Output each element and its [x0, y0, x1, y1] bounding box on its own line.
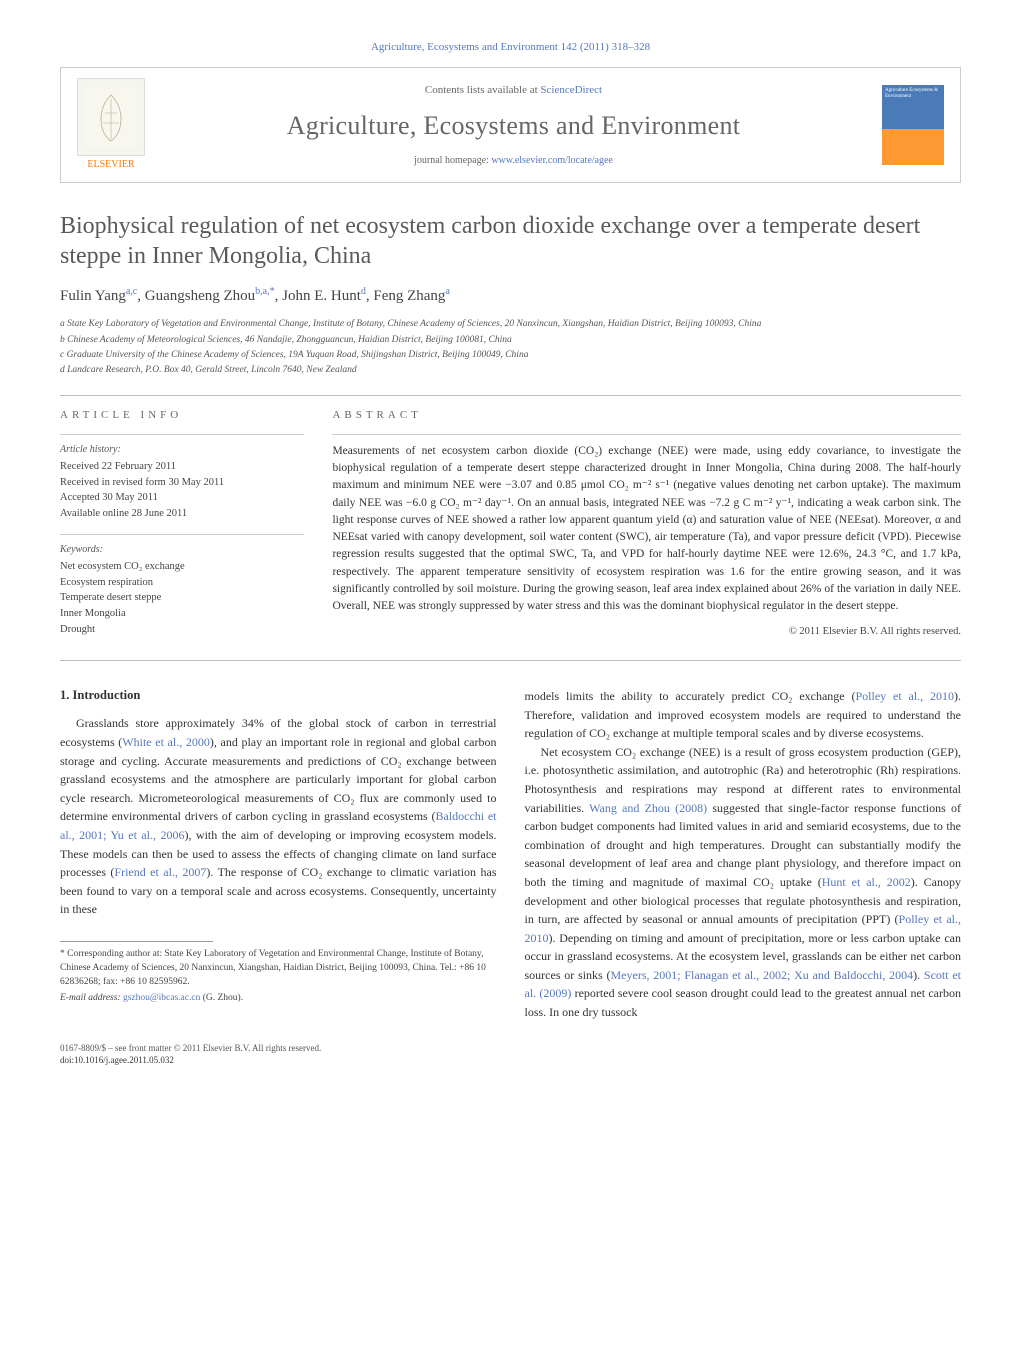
homepage-prefix: journal homepage: [414, 155, 491, 166]
journal-reference: Agriculture, Ecosystems and Environment … [60, 40, 961, 55]
divider-rule [60, 395, 961, 396]
masthead-center: Contents lists available at ScienceDirec… [145, 83, 882, 169]
keywords-label: Keywords: [60, 543, 304, 557]
masthead-box: ELSEVIER Contents lists available at Sci… [60, 67, 961, 183]
homepage-line: journal homepage: www.elsevier.com/locat… [157, 154, 870, 168]
history-label: Article history: [60, 443, 304, 457]
body-columns: 1. Introduction Grasslands store approxi… [60, 687, 961, 1022]
info-abstract-row: ARTICLE INFO Article history: Received 2… [60, 408, 961, 640]
abstract-text: Measurements of net ecosystem carbon dio… [332, 443, 961, 616]
keywords-list: Net ecosystem CO₂ exchangeEcosystem resp… [60, 559, 304, 638]
email-footnote: E-mail address: gszhou@ibcas.ac.cn (G. Z… [60, 992, 497, 1006]
affiliation-line: c Graduate University of the Chinese Aca… [60, 348, 961, 362]
footer-block: 0167-8809/$ – see front matter © 2011 El… [60, 1042, 961, 1067]
body-right-column: models limits the ability to accurately … [525, 687, 962, 1022]
keyword-item: Ecosystem respiration [60, 575, 304, 591]
corr-author-text: * Corresponding author at: State Key Lab… [60, 949, 486, 987]
contents-prefix: Contents lists available at [425, 84, 540, 96]
affiliation-line: d Landcare Research, P.O. Box 40, Gerald… [60, 363, 961, 377]
article-title: Biophysical regulation of net ecosystem … [60, 211, 961, 271]
history-list: Received 22 February 2011Received in rev… [60, 459, 304, 522]
doi-line: doi:10.1016/j.agee.2011.05.032 [60, 1054, 961, 1067]
keyword-item: Net ecosystem CO₂ exchange [60, 559, 304, 575]
authors-line: Fulin Yanga,c, Guangsheng Zhoub,a,*, Joh… [60, 285, 961, 307]
subrule [60, 534, 304, 535]
publisher-logo-block: ELSEVIER [77, 78, 145, 172]
intro-paragraph-right-1: models limits the ability to accurately … [525, 687, 962, 743]
history-item: Received 22 February 2011 [60, 459, 304, 475]
history-item: Received in revised form 30 May 2011 [60, 475, 304, 491]
email-suffix: (G. Zhou). [200, 993, 243, 1003]
keyword-item: Drought [60, 622, 304, 638]
corresponding-author-footnote: * Corresponding author at: State Key Lab… [60, 948, 497, 989]
front-matter-line: 0167-8809/$ – see front matter © 2011 El… [60, 1042, 961, 1055]
abstract-copyright: © 2011 Elsevier B.V. All rights reserved… [332, 625, 961, 640]
email-link[interactable]: gszhou@ibcas.ac.cn [123, 993, 200, 1003]
intro-paragraph-left: Grasslands store approximately 34% of th… [60, 714, 497, 919]
keyword-item: Inner Mongolia [60, 606, 304, 622]
abstract-label: ABSTRACT [332, 408, 961, 423]
subrule [60, 434, 304, 435]
body-left-column: 1. Introduction Grasslands store approxi… [60, 687, 497, 1022]
cover-title-text: Agriculture Ecosystems & Environment [885, 88, 941, 99]
subrule [332, 434, 961, 435]
contents-available-line: Contents lists available at ScienceDirec… [157, 83, 870, 98]
sciencedirect-link[interactable]: ScienceDirect [540, 84, 602, 96]
section-heading-intro: 1. Introduction [60, 687, 497, 705]
intro-paragraph-right-2: Net ecosystem CO₂ exchange (NEE) is a re… [525, 743, 962, 1022]
affiliations-block: a State Key Laboratory of Vegetation and… [60, 317, 961, 377]
abstract-column: ABSTRACT Measurements of net ecosystem c… [332, 408, 961, 640]
email-label: E-mail address: [60, 993, 123, 1003]
history-item: Accepted 30 May 2011 [60, 490, 304, 506]
elsevier-label: ELSEVIER [77, 158, 145, 172]
divider-rule [60, 660, 961, 661]
article-info-label: ARTICLE INFO [60, 408, 304, 423]
homepage-link[interactable]: www.elsevier.com/locate/agee [491, 155, 613, 166]
journal-cover-thumbnail: Agriculture Ecosystems & Environment [882, 85, 944, 165]
affiliation-line: b Chinese Academy of Meteorological Scie… [60, 333, 961, 347]
article-info-column: ARTICLE INFO Article history: Received 2… [60, 408, 304, 640]
elsevier-tree-icon [77, 78, 145, 156]
keyword-item: Temperate desert steppe [60, 590, 304, 606]
journal-name: Agriculture, Ecosystems and Environment [157, 108, 870, 144]
affiliation-line: a State Key Laboratory of Vegetation and… [60, 317, 961, 331]
history-item: Available online 28 June 2011 [60, 506, 304, 522]
footnote-separator [60, 941, 213, 942]
